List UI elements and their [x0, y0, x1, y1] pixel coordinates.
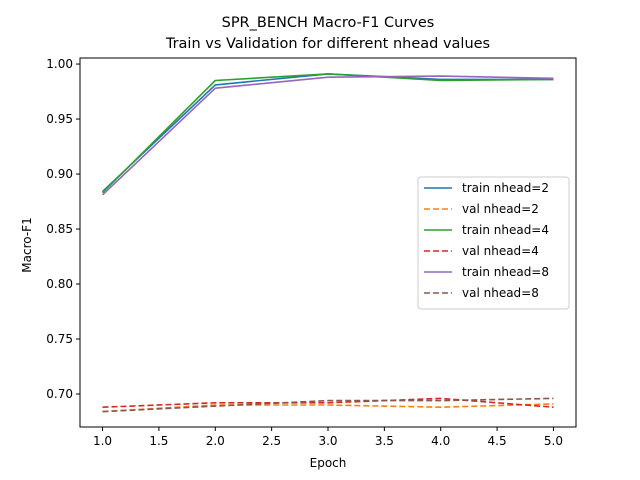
legend-entry: train nhead=4: [462, 223, 549, 237]
y-axis-label: Macro-F1: [20, 217, 34, 272]
legend-entry: train nhead=8: [462, 265, 549, 279]
legend-entry: val nhead=2: [462, 202, 539, 216]
x-tick-label: 5.0: [544, 434, 563, 448]
chart-title: SPR_BENCH Macro-F1 Curves: [222, 15, 435, 31]
series-line-train-nhead-4: [101, 73, 554, 194]
y-tick-label: 0.95: [46, 112, 73, 126]
y-tick-label: 0.75: [46, 332, 73, 346]
legend-entry: val nhead=8: [462, 286, 539, 300]
axes-frame: [79, 57, 577, 428]
x-tick-label: 4.5: [488, 434, 507, 448]
y-tick-label: 0.85: [46, 222, 73, 236]
x-tick-label: 4.0: [431, 434, 450, 448]
x-axis-label: Epoch: [310, 456, 347, 470]
x-tick-label: 2.0: [206, 434, 225, 448]
legend-entry: train nhead=2: [462, 181, 549, 195]
series-line-train-nhead-8: [101, 75, 554, 196]
x-tick-label: 1.0: [93, 434, 112, 448]
y-tick-label: 0.70: [46, 387, 73, 401]
x-tick-label: 2.5: [262, 434, 281, 448]
series-line-val-nhead-8: [102, 397, 554, 413]
y-tick-label: 1.00: [46, 57, 73, 71]
series-line-val-nhead-4: [102, 397, 554, 408]
chart-subtitle: Train vs Validation for different nhead …: [165, 36, 490, 52]
y-tick-label: 0.90: [46, 167, 73, 181]
legend: train nhead=2 val nhead=2 train nhead=4 val…: [417, 176, 570, 310]
legend-box: [417, 176, 570, 310]
x-tick-label: 3.5: [375, 434, 394, 448]
legend-entry: val nhead=4: [462, 244, 539, 258]
x-tick-label: 1.5: [149, 434, 168, 448]
series-lines: [101, 73, 554, 413]
x-axis-ticks: 1.0 1.5 2.0 2.5 3.0 3.5 4.0 4.5 5.0: [93, 427, 563, 448]
x-tick-label: 3.0: [318, 434, 337, 448]
y-axis-ticks: 0.70 0.75 0.80 0.85 0.90 0.95 1.00: [46, 57, 80, 401]
y-tick-label: 0.80: [46, 277, 73, 291]
